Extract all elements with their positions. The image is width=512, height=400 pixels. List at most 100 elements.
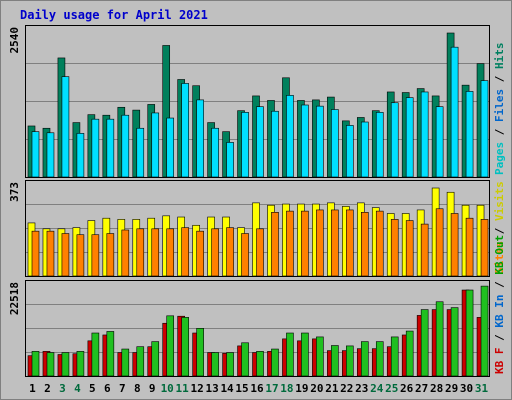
bar-files <box>435 106 444 178</box>
x-tick-label: 16 <box>250 382 264 395</box>
bar-sites <box>271 212 279 277</box>
bar-files <box>106 118 115 178</box>
legend-entry: Files <box>493 89 506 122</box>
legend-bottom: KB F / KB In / KB Out <box>493 235 506 374</box>
bar-kb-out <box>106 331 115 377</box>
bar-kb-out <box>435 301 444 377</box>
x-tick-label: 22 <box>340 382 353 395</box>
bar-kb-out <box>301 332 309 377</box>
x-tick-label: 10 <box>161 382 174 395</box>
bar-kb-out <box>181 317 189 377</box>
bar-kb-out <box>91 332 100 377</box>
legend-middle: Sites / Visits <box>493 181 506 274</box>
bar-kb-out <box>241 342 249 377</box>
chart-title: Daily usage for April 2021 <box>20 8 208 22</box>
bar-kb-out <box>271 348 279 377</box>
bar-sites <box>31 230 40 277</box>
bar-files <box>405 97 414 178</box>
legend-entry: / <box>493 221 506 241</box>
x-tick-label: 15 <box>235 382 248 395</box>
x-tick-label: 7 <box>119 382 126 395</box>
bar-files <box>76 133 85 178</box>
bar-files <box>61 76 70 178</box>
bar-files <box>121 114 130 178</box>
x-tick-label: 9 <box>149 382 156 395</box>
bar-kb-out <box>166 315 175 377</box>
bar-files <box>360 121 369 178</box>
legend-top: Pages / Files / Hits <box>493 43 506 176</box>
x-tick-label: 17 <box>265 382 278 395</box>
x-tick-label: 30 <box>460 382 473 395</box>
bar-sites <box>435 208 444 277</box>
bar-files <box>226 142 234 178</box>
x-tick-label: 31 <box>475 382 489 395</box>
bar-files <box>31 131 40 178</box>
legend-entry: / <box>493 122 506 142</box>
bar-sites <box>136 228 145 277</box>
bar-files <box>331 109 339 178</box>
bar-files <box>151 112 160 178</box>
bar-kb-out <box>375 341 384 377</box>
panel-middle: 373 Sites / Visits <box>8 180 506 277</box>
bar-sites <box>211 228 219 277</box>
bar-files <box>46 132 55 178</box>
x-tick-label: 4 <box>74 382 81 395</box>
bar-kb-out <box>46 352 55 377</box>
bar-files <box>196 99 204 178</box>
x-tick-label: 14 <box>220 382 234 395</box>
x-tick-label: 3 <box>59 382 66 395</box>
bar-kb-out <box>256 351 264 377</box>
legend-entry: Pages <box>493 142 506 175</box>
legend-entry: KB Out <box>493 235 506 275</box>
x-tick-label: 24 <box>370 382 384 395</box>
bar-kb-out <box>136 346 145 377</box>
bar-sites <box>106 233 115 277</box>
bar-kb-out <box>465 289 474 377</box>
bar-files <box>346 125 354 178</box>
bar-kb-out <box>226 352 234 377</box>
legend-entry: KB In <box>493 295 506 328</box>
x-axis-day-labels: 1 2 3 4 5 6 7 8 9 10 11 12 13 14 15 16 17 18 19 20 21 22 23 24 2… <box>29 382 488 395</box>
bar-sites <box>91 234 100 277</box>
bar-files <box>301 104 309 178</box>
legend-entry: Visits <box>493 181 506 221</box>
bar-sites <box>196 230 204 277</box>
x-tick-label: 29 <box>445 382 458 395</box>
y-axis-max-label: 2540 <box>8 27 21 54</box>
bar-sites <box>121 229 130 277</box>
x-tick-label: 18 <box>280 382 293 395</box>
x-tick-label: 23 <box>355 382 368 395</box>
x-tick-label: 28 <box>430 382 443 395</box>
bar-kb-out <box>331 345 339 377</box>
x-tick-label: 13 <box>205 382 218 395</box>
legend-entry: Sites <box>493 241 506 274</box>
bar-kb-out <box>211 352 219 377</box>
bar-kb-out <box>480 285 489 377</box>
bar-files <box>450 46 459 178</box>
legend-entry: Hits <box>493 43 506 70</box>
bar-kb-out <box>390 336 399 377</box>
bar-kb-out <box>450 307 459 377</box>
legend-entry: KB F <box>493 348 506 375</box>
bar-files <box>241 112 249 178</box>
x-tick-label: 5 <box>89 382 96 395</box>
x-tick-label: 8 <box>134 382 141 395</box>
bar-kb-out <box>316 336 324 377</box>
bar-files <box>480 80 489 178</box>
bar-sites <box>360 212 369 277</box>
bar-sites <box>241 233 249 277</box>
bar-kb-out <box>196 328 204 377</box>
bar-kb-out <box>420 309 429 377</box>
bar-files <box>390 102 399 178</box>
panel-top: 2540 Pages / Files / Hits <box>8 25 506 178</box>
bar-files <box>286 95 294 178</box>
x-tick-label: 12 <box>191 382 204 395</box>
x-tick-label: 1 <box>29 382 36 395</box>
bar-files <box>316 105 324 178</box>
bar-sites <box>286 210 294 277</box>
bar-files <box>465 91 474 178</box>
bar-sites <box>181 227 189 277</box>
bar-files <box>420 91 429 178</box>
bar-files <box>181 83 189 178</box>
x-tick-label: 11 <box>176 382 190 395</box>
